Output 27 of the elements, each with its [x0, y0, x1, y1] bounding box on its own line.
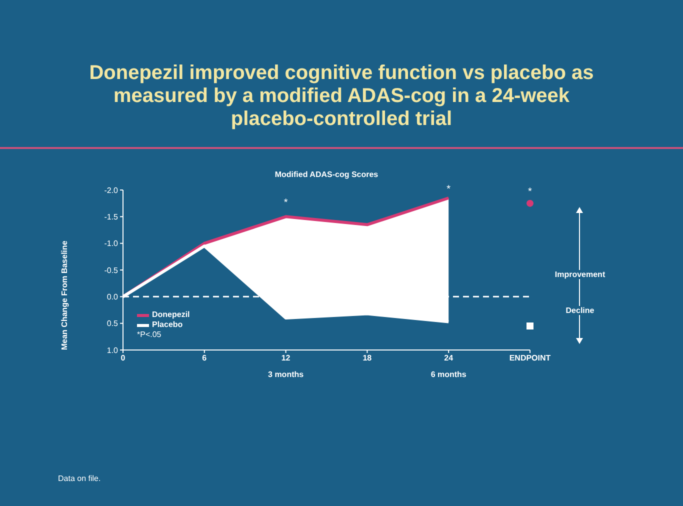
y-tick-label: 1.0: [106, 346, 119, 355]
text: 6 months: [430, 370, 467, 379]
y-tick-label: -1.0: [104, 239, 119, 248]
y-tick-label: 0.0: [106, 292, 119, 302]
x-tick-label: 0: [120, 354, 126, 363]
legend-label: Donepezil: [151, 310, 190, 320]
x-tick-label: 24: [444, 354, 454, 363]
y-tick-label: -1.5: [104, 212, 119, 222]
y-tick-label: -2.0: [104, 186, 119, 195]
y-tick-label: -0.5: [104, 266, 119, 275]
y-tick-label: 0.5: [106, 319, 119, 328]
annotation: *: [284, 197, 288, 208]
x-tick-label: 18: [362, 354, 372, 363]
x-tick-label: 12: [281, 354, 291, 363]
x-tick-label: ENDPOINT: [509, 354, 551, 363]
annotation: *: [528, 186, 532, 198]
text: Decline: [535, 306, 625, 315]
legend-label: Placebo: [151, 320, 184, 330]
text: 3 months: [268, 370, 304, 379]
y-axis-title: Mean Change From Baseline: [60, 240, 69, 350]
x-tick-label: 6: [202, 354, 208, 363]
chart-subtitle: Modified ADAS-cog Scores: [274, 170, 380, 179]
text: Data on file.: [58, 474, 101, 483]
annotation: *P<.05: [137, 330, 162, 340]
chart-title: Donepezil improved cognitive function vs placebo as measured by a modified ADAS-cog in a 24-week placebo-controlled trial: [88, 62, 595, 131]
text: Improvement: [535, 270, 625, 279]
annotation: *: [446, 184, 451, 195]
